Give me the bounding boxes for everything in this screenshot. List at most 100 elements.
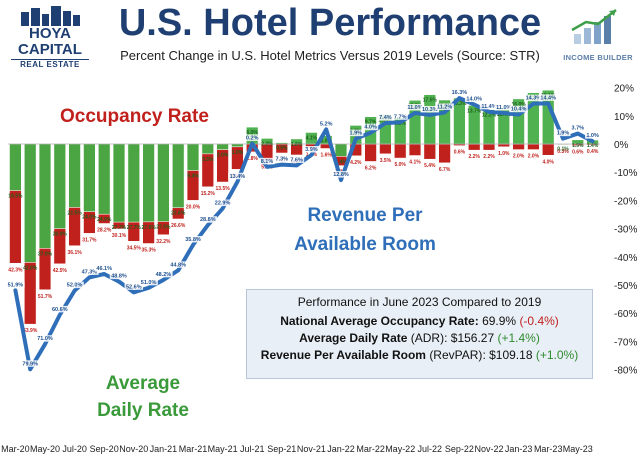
occupancy-value-label: 63.9% [23, 328, 38, 334]
x-tick-label: Nov-22 [474, 444, 503, 454]
revpar-value-label: 10.3% [422, 107, 438, 113]
hoya-capital-logo: HOYA CAPITAL REAL ESTATE [6, 6, 94, 69]
occupancy-value-label: 35.3% [142, 248, 157, 254]
adr-bar [9, 143, 22, 191]
revpar-value-label: 12.8% [333, 172, 349, 178]
occupancy-value-label: 2.2% [468, 154, 480, 160]
adr-value-label: 4.4% [335, 159, 347, 165]
revpar-series-label: Revenue Per Available Room [290, 201, 440, 259]
x-tick-label: Nov-20 [119, 444, 148, 454]
revpar-value-label: 52.6% [126, 284, 142, 290]
revpar-label-bg [94, 265, 114, 272]
occupancy-bar [541, 143, 555, 156]
y-tick-label: 10% [614, 112, 634, 123]
occupancy-value-label: 0.4% [587, 149, 599, 155]
occupancy-value-label: 0.6% [572, 150, 584, 156]
revpar-label-bg [289, 156, 305, 163]
adr-bar [97, 143, 111, 215]
x-tick-label: Jan-22 [327, 444, 355, 454]
adr-value-label: 0.1% [557, 147, 569, 153]
x-tick-label: May-21 [208, 444, 238, 454]
occupancy-value-label: 1.0% [498, 151, 510, 157]
summary-change: (-0.4%) [519, 314, 559, 328]
revpar-label-bg [213, 199, 232, 207]
summary-label: National Average Occupancy Rate [280, 314, 475, 328]
adr-bar [171, 143, 185, 209]
adr-bar [68, 143, 81, 208]
adr-bar [142, 143, 155, 223]
y-tick-label: -20% [614, 196, 637, 207]
y-tick-label: -10% [614, 168, 637, 179]
occupancy-value-label: 36.1% [68, 250, 83, 256]
adr-value-label: 0.5% [276, 146, 288, 152]
revpar-value-label: 1.9% [557, 131, 570, 137]
summary-value: 69.9% [482, 314, 517, 328]
y-tick-label: -40% [614, 253, 637, 264]
revpar-label-bg [65, 281, 84, 289]
y-tick-label: -50% [614, 281, 637, 292]
revpar-label-bg [35, 335, 55, 342]
summary-change: (+1.4%) [497, 331, 540, 345]
revpar-value-label: 60.6% [52, 307, 68, 313]
summary-change: (+1.0%) [535, 348, 579, 362]
building-icon [21, 6, 80, 26]
revpar-label-bg [259, 157, 275, 165]
x-tick-label: Jan-21 [150, 444, 178, 454]
occupancy-value-label: 3.5% [380, 158, 392, 164]
adr-bar [127, 143, 141, 223]
income-builder-logo: INCOME BUILDER [560, 6, 636, 66]
occupancy-bar [379, 143, 392, 155]
revpar-value-label: 48.8% [111, 274, 127, 280]
revpar-value-label: 3.7% [572, 126, 585, 132]
revpar-value-label: 22.9% [215, 201, 231, 207]
revpar-value-label: 0.2% [246, 135, 259, 141]
revpar-label-bg [318, 120, 334, 127]
occupancy-value-label: 2.0% [528, 154, 540, 160]
occupancy-value-label: 34.5% [127, 245, 142, 251]
adr-value-label: 12.4% [497, 112, 512, 118]
x-tick-label: May-20 [30, 444, 60, 454]
adr-value-label: 1.5% [572, 143, 584, 149]
revpar-value-label: 14.4% [540, 95, 556, 101]
x-tick-label: Jul-22 [418, 444, 443, 454]
x-tick-label: May-22 [385, 444, 415, 454]
adr-bar [23, 143, 37, 263]
adr-bar [231, 143, 244, 148]
revpar-label-bg [6, 281, 25, 288]
revpar-label-bg [479, 102, 499, 110]
adr-value-label: 22.6% [171, 211, 186, 217]
occupancy-value-label: 31.7% [82, 237, 97, 243]
revpar-label-bg [585, 132, 601, 139]
revpar-label-bg [124, 283, 144, 290]
adr-value-label: 9.4% [187, 174, 199, 180]
revpar-label-bg [377, 114, 393, 121]
x-tick-label: Jul-20 [62, 444, 87, 454]
x-tick-label: Sep-22 [445, 444, 474, 454]
revpar-label-bg [80, 268, 99, 275]
adr-value-label: 12.2% [482, 113, 497, 119]
revpar-value-label: 1.0% [586, 133, 599, 139]
revpar-label-bg [509, 105, 528, 113]
logo-line1: HOYA CAPITAL [18, 25, 82, 58]
adr-value-label: 3.5% [202, 157, 214, 163]
occupancy-value-label: 26.6% [171, 223, 186, 229]
revpar-value-label: 11.4% [481, 104, 496, 110]
adr-bar [38, 143, 52, 249]
y-tick-label: -80% [614, 366, 637, 377]
revpar-value-label: 46.1% [96, 266, 112, 272]
revpar-value-label: 7.6% [290, 157, 303, 163]
adr-value-label: 3.0% [320, 139, 332, 145]
occupancy-bar [438, 143, 451, 164]
occupancy-value-label: 0.3% [557, 149, 569, 155]
revpar-value-label: 8.1% [261, 159, 274, 165]
revpar-label-bg [198, 216, 218, 223]
y-tick-label: -60% [614, 309, 637, 320]
revpar-label-bg [538, 94, 558, 101]
x-tick-label: Mar-22 [356, 444, 385, 454]
summary-suffix: (ADR) [410, 331, 445, 345]
revpar-value-label: 7.4% [379, 115, 392, 121]
occupancy-bar [497, 143, 511, 148]
adr-value-label: 16.5% [8, 194, 23, 200]
revpar-label-bg [570, 124, 586, 132]
